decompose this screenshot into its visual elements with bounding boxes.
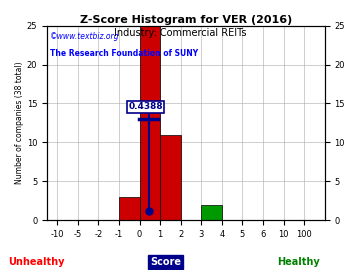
Text: The Research Foundation of SUNY: The Research Foundation of SUNY [50, 49, 198, 58]
Bar [119, 197, 140, 220]
Text: ©www.textbiz.org: ©www.textbiz.org [50, 32, 119, 40]
Bar [140, 26, 160, 220]
Text: Score: Score [150, 257, 181, 267]
Bar [201, 205, 222, 220]
Text: Unhealthy: Unhealthy [8, 257, 64, 267]
Text: Healthy: Healthy [278, 257, 320, 267]
Y-axis label: Number of companies (38 total): Number of companies (38 total) [15, 62, 24, 184]
Text: 0.4388: 0.4388 [128, 102, 163, 111]
Title: Z-Score Histogram for VER (2016): Z-Score Histogram for VER (2016) [80, 15, 292, 25]
Text: Industry: Commercial REITs: Industry: Commercial REITs [114, 28, 246, 38]
Bar [160, 134, 181, 220]
